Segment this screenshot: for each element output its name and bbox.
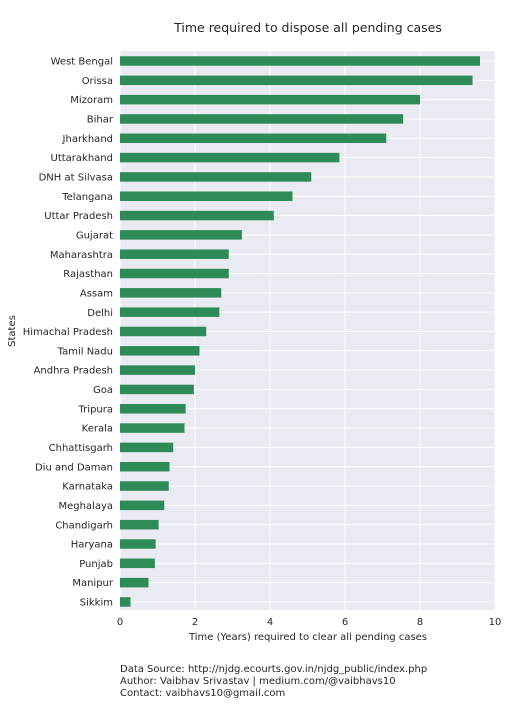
author-text: Author: Vaibhav Srivastav | medium.com/@… (120, 676, 396, 687)
bar (120, 75, 473, 86)
category-label: Himachal Pradesh (23, 327, 113, 338)
category-label: Delhi (87, 308, 113, 319)
bar (120, 56, 480, 66)
bar (120, 307, 220, 317)
category-label: Telangana (61, 192, 113, 203)
category-label: Karnataka (62, 482, 113, 493)
bar (120, 288, 222, 298)
category-label: Rajasthan (63, 269, 113, 280)
x-tick-label: 0 (117, 617, 123, 628)
bar (120, 558, 155, 569)
bar-layer (120, 56, 480, 607)
category-label: DNH at Silvasa (39, 173, 113, 184)
y-axis-label: States (7, 315, 18, 347)
category-label: Orissa (82, 76, 113, 87)
bar (120, 152, 340, 163)
category-label: Assam (80, 288, 113, 299)
bar (120, 365, 195, 375)
x-tick-labels: 0 2 4 6 8 10 (117, 617, 502, 628)
bar (120, 249, 229, 259)
category-label: Tripura (78, 404, 113, 415)
x-tick-label: 8 (417, 617, 423, 628)
x-tick-label: 2 (192, 617, 198, 628)
bar (120, 191, 293, 201)
category-label: West Bengal (51, 57, 113, 68)
bar (120, 519, 159, 530)
x-tick-label: 10 (489, 617, 502, 628)
bar (120, 577, 149, 588)
category-label: Gujarat (76, 230, 113, 241)
bar (120, 481, 169, 491)
category-label: Tamil Nadu (57, 346, 113, 357)
contact-text: Contact: vaibhavs10@gmail.com (120, 688, 286, 699)
bar (120, 597, 131, 607)
category-label: Chandigarh (55, 520, 113, 531)
bar (120, 172, 312, 182)
footer-credits: Data Source: http://njdg.ecourts.gov.in/… (120, 664, 427, 700)
bar (120, 114, 404, 124)
x-axis-label: Time (Years) required to clear all pendi… (188, 632, 427, 643)
x-tick-label: 4 (267, 617, 273, 628)
category-label: Uttar Pradesh (44, 211, 113, 222)
horizontal-bar-chart: Time required to dispose all pending cas… (7, 20, 502, 643)
category-label: Goa (93, 385, 113, 396)
bar (120, 500, 165, 511)
bar (120, 210, 274, 221)
bar (120, 133, 387, 144)
category-label: Sikkim (80, 598, 113, 609)
bar (120, 230, 242, 240)
bar (120, 94, 420, 105)
data-source-text: Data Source: http://njdg.ecourts.gov.in/… (120, 664, 428, 675)
category-label: Andhra Pradesh (34, 366, 113, 377)
category-label: Mizoram (70, 95, 113, 106)
x-tick-label: 6 (342, 617, 348, 628)
bar (120, 326, 207, 337)
category-label: Manipur (72, 578, 114, 589)
category-label: Punjab (79, 559, 113, 570)
bar (120, 423, 185, 433)
category-label: Uttarakhand (51, 153, 113, 164)
category-label: Meghalaya (58, 501, 113, 512)
bar (120, 384, 194, 395)
bar (120, 346, 200, 356)
category-label: Haryana (71, 540, 113, 551)
bar (120, 268, 229, 279)
bar (120, 404, 186, 414)
bar (120, 539, 156, 549)
bar (120, 461, 170, 472)
category-label: Bihar (87, 115, 114, 126)
category-label: Diu and Daman (35, 462, 113, 473)
category-label: Jharkhand (62, 134, 113, 145)
chart-title: Time required to dispose all pending cas… (173, 20, 442, 35)
category-labels: West Bengal Orissa Mizoram Bihar Jharkhand Ut… (23, 57, 114, 609)
category-label: Kerala (82, 424, 113, 435)
category-label: Maharashtra (50, 250, 113, 261)
bar (120, 442, 174, 453)
category-label: Chhattisgarh (49, 443, 113, 454)
